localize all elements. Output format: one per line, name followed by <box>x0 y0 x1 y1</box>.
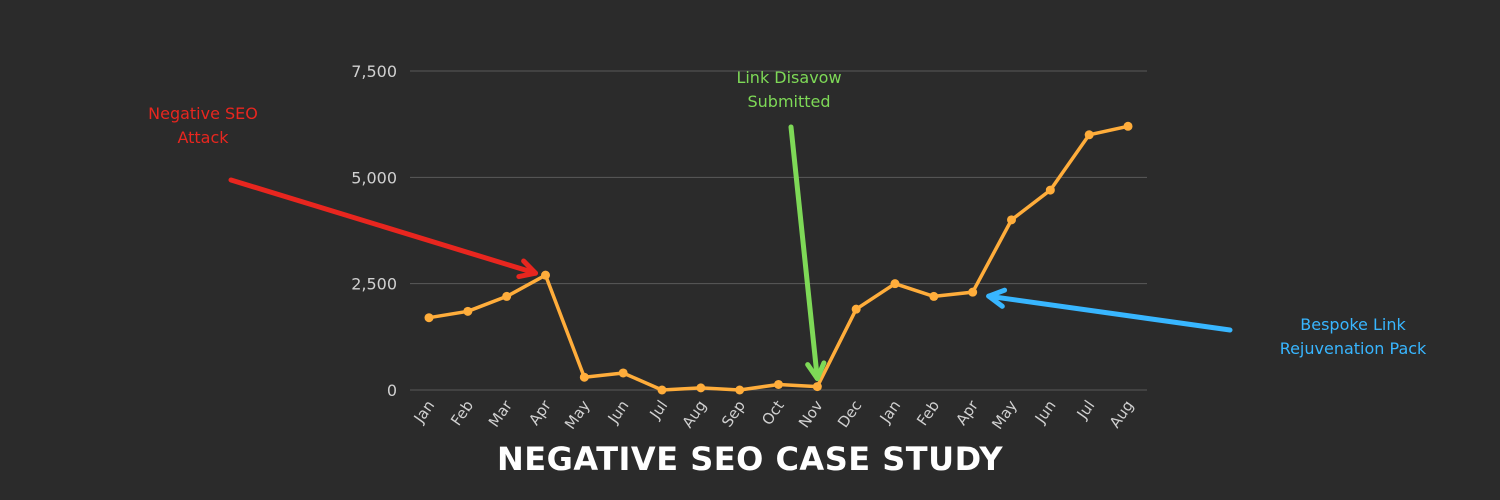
x-tick-label: Jan <box>410 397 439 427</box>
annotation-line: Rejuvenation Pack <box>1279 339 1427 358</box>
annotation-negative-seo-attack: Negative SEO Attack <box>118 102 288 150</box>
annotation-arrow-head <box>516 258 538 280</box>
annotation-bespoke-link-rejuvenation: Bespoke Link Rejuvenation Pack <box>1243 313 1463 361</box>
data-point <box>968 287 978 297</box>
annotation-line: Link Disavow <box>736 68 842 87</box>
x-tick-label: Jun <box>604 397 633 427</box>
x-tick-label: Apr <box>525 396 555 428</box>
data-point <box>735 385 745 395</box>
y-tick-label: 2,500 <box>351 275 397 294</box>
x-tick-label: Feb <box>913 397 943 429</box>
data-point <box>890 279 900 289</box>
data-point <box>1123 121 1133 131</box>
data-point <box>929 291 939 301</box>
x-tick-label: Nov <box>795 397 827 431</box>
x-tick-label: Jul <box>646 397 672 423</box>
x-tick-label: Jul <box>1073 397 1099 423</box>
data-point <box>657 385 667 395</box>
data-point <box>579 372 589 382</box>
data-point <box>812 382 822 392</box>
data-point <box>541 270 550 280</box>
annotation-line: Attack <box>177 128 229 147</box>
data-point <box>774 379 783 389</box>
data-point <box>696 383 706 393</box>
x-tick-label: Oct <box>758 397 788 429</box>
x-tick-label: Aug <box>1106 397 1138 431</box>
data-point <box>1084 130 1094 140</box>
x-tick-label: Apr <box>952 396 982 428</box>
x-tick-label: May <box>561 397 594 433</box>
annotation-line: Submitted <box>747 92 831 111</box>
annotation-line: Negative SEO <box>148 104 258 123</box>
annotation-arrow-shaft <box>986 293 1233 333</box>
x-tick-label: Jun <box>1031 397 1060 427</box>
annotation-arrow-head <box>986 287 1008 309</box>
annotation-arrow-shaft <box>788 124 820 382</box>
x-tick-label: May <box>988 397 1021 433</box>
x-tick-label: Sep <box>718 397 749 430</box>
annotation-link-disavow: Link Disavow Submitted <box>704 66 874 114</box>
x-tick-label: Jan <box>876 397 905 427</box>
chart-title: NEGATIVE SEO CASE STUDY <box>497 440 1003 478</box>
series-line <box>427 124 1130 392</box>
y-tick-label: 7,500 <box>351 62 397 81</box>
data-point <box>502 291 512 301</box>
y-tick-label: 0 <box>387 381 397 400</box>
data-point <box>1007 215 1016 225</box>
data-point <box>851 304 861 314</box>
x-tick-label: Dec <box>834 397 865 431</box>
data-point <box>424 313 434 323</box>
annotation-arrow-head <box>805 360 827 382</box>
y-tick-label: 5,000 <box>351 168 397 187</box>
x-tick-label: Feb <box>447 397 477 429</box>
x-tick-label: Aug <box>679 397 711 431</box>
data-point <box>463 306 473 316</box>
x-tick-label: Mar <box>485 396 516 430</box>
annotation-arrow-shaft <box>228 177 538 276</box>
data-point <box>1045 185 1055 195</box>
data-point <box>618 368 628 378</box>
annotation-line: Bespoke Link <box>1300 315 1406 334</box>
